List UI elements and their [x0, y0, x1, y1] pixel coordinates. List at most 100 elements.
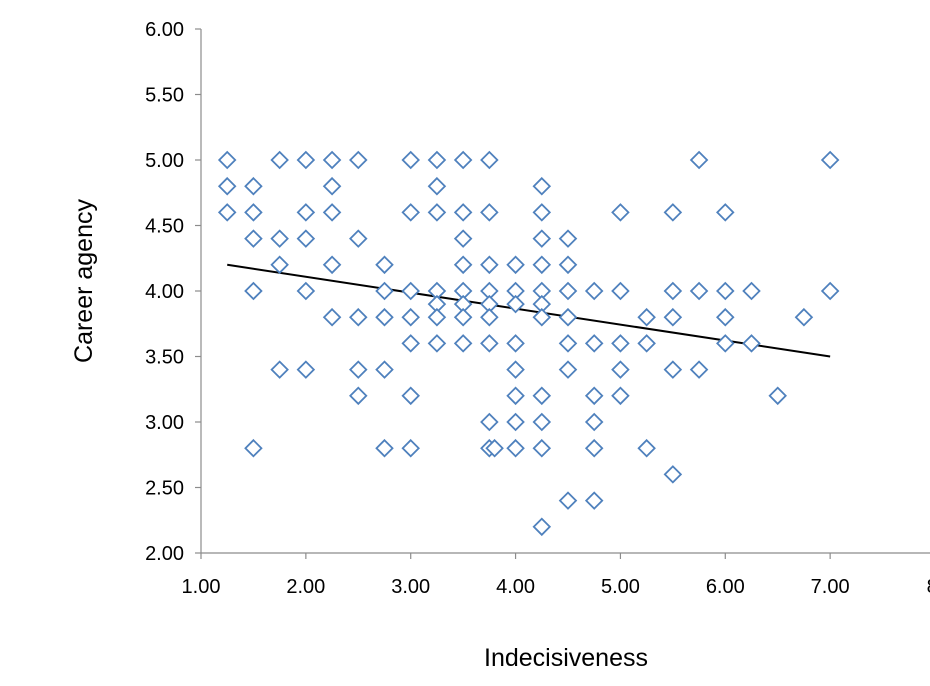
- data-point: [375, 360, 394, 379]
- data-point: [558, 491, 578, 510]
- data-point: [820, 281, 840, 301]
- axes: [195, 28, 930, 559]
- data-point: [742, 281, 761, 301]
- data-point: [322, 176, 342, 196]
- data-point: [480, 334, 499, 353]
- data-point: [584, 281, 604, 301]
- data-point: [375, 438, 394, 458]
- y-tick-label: 4.50: [145, 216, 184, 238]
- data-point: [820, 150, 840, 170]
- data-point: [322, 203, 342, 222]
- data-point: [532, 386, 552, 406]
- data-point: [532, 412, 552, 432]
- data-point: [270, 150, 289, 170]
- data-point: [480, 203, 499, 222]
- data-points: [217, 150, 840, 537]
- y-tick-label: 4.00: [145, 281, 184, 303]
- data-point: [453, 150, 473, 170]
- y-tick-label: 2.00: [145, 543, 184, 565]
- data-point: [584, 386, 604, 406]
- data-point: [611, 360, 630, 379]
- data-point: [663, 307, 683, 327]
- data-point: [349, 307, 368, 327]
- data-point: [532, 229, 552, 248]
- data-point: [401, 334, 420, 353]
- data-point: [663, 281, 683, 301]
- y-tick-label: 5.00: [145, 150, 184, 172]
- data-point: [401, 386, 420, 406]
- data-point: [401, 307, 420, 327]
- data-point: [611, 203, 630, 222]
- tick-labels: 2.00 2.50 3.00 3.50 4.00 4.50 5.00 5.50 6.00 1.00…: [145, 19, 930, 598]
- data-point: [296, 360, 316, 379]
- data-point: [716, 203, 735, 222]
- data-point: [401, 150, 420, 170]
- data-point: [296, 150, 316, 170]
- y-tick-label: 3.00: [145, 412, 184, 434]
- data-point: [532, 176, 552, 196]
- data-point: [401, 281, 420, 301]
- data-point: [637, 438, 656, 458]
- data-point: [480, 150, 499, 170]
- data-point: [322, 307, 342, 327]
- data-point: [349, 229, 368, 248]
- data-point: [401, 203, 420, 222]
- y-tick-label: 6.00: [145, 19, 184, 41]
- data-point: [453, 334, 473, 353]
- data-point: [532, 438, 552, 458]
- x-tick-label: 1.00: [182, 576, 221, 598]
- data-point: [532, 255, 552, 275]
- data-point: [716, 307, 735, 327]
- y-tick-label: 5.50: [145, 85, 184, 107]
- data-point: [217, 176, 237, 196]
- data-point: [584, 491, 604, 510]
- data-point: [427, 307, 447, 327]
- data-point: [480, 412, 499, 432]
- data-point: [349, 360, 368, 379]
- y-tick-label: 2.50: [145, 478, 184, 500]
- data-point: [480, 307, 499, 327]
- data-point: [716, 281, 735, 301]
- data-point: [217, 150, 237, 170]
- data-point: [427, 176, 447, 196]
- data-point: [663, 360, 683, 379]
- x-tick-label: 7.00: [811, 576, 850, 598]
- data-point: [532, 517, 552, 537]
- data-point: [558, 334, 578, 353]
- data-point: [637, 334, 656, 353]
- data-point: [532, 203, 552, 222]
- data-point: [375, 255, 394, 275]
- data-point: [453, 229, 473, 248]
- data-point: [558, 307, 578, 327]
- data-point: [244, 203, 263, 222]
- x-tick-label: 6.00: [706, 576, 745, 598]
- x-tick-label: 2.00: [286, 576, 325, 598]
- data-point: [584, 412, 604, 432]
- data-point: [375, 307, 394, 327]
- data-point: [349, 150, 368, 170]
- data-point: [322, 150, 342, 170]
- data-point: [742, 334, 761, 353]
- data-point: [611, 281, 630, 301]
- data-point: [768, 386, 787, 406]
- data-point: [558, 255, 578, 275]
- data-point: [349, 386, 368, 406]
- data-point: [506, 294, 525, 314]
- data-point: [270, 255, 289, 275]
- data-point: [506, 412, 525, 432]
- data-point: [375, 281, 394, 301]
- trendline: [227, 263, 831, 358]
- data-point: [427, 334, 447, 353]
- x-tick-label: 3.00: [391, 576, 430, 598]
- data-point: [270, 360, 289, 379]
- data-point: [453, 203, 473, 222]
- data-point: [584, 438, 604, 458]
- x-tick-label: 8.: [927, 576, 930, 598]
- data-point: [296, 229, 316, 248]
- data-point: [270, 229, 289, 248]
- data-point: [506, 334, 525, 353]
- data-point: [296, 281, 316, 301]
- data-point: [532, 307, 552, 327]
- x-tick-label: 5.00: [601, 576, 640, 598]
